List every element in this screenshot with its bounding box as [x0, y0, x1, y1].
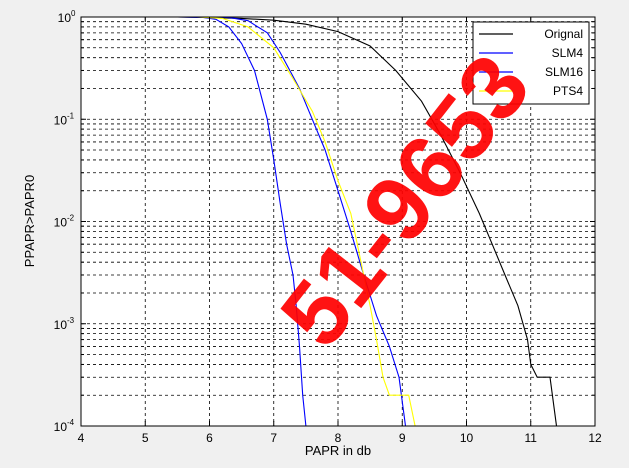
- x-tick-label: 9: [399, 431, 406, 445]
- x-tick-label: 12: [588, 431, 602, 445]
- x-tick-label: 4: [78, 431, 85, 445]
- y-axis-label: PPAPR>PAPR0: [22, 175, 37, 267]
- legend-label: SLM4: [552, 46, 584, 60]
- legend: Orignal SLM4 SLM16 PTS4: [472, 21, 590, 105]
- y-tick-label: 10: [54, 420, 68, 434]
- x-tick-label: 7: [270, 431, 277, 445]
- y-tick-exponent: -3: [67, 316, 75, 325]
- y-tick-label: 10: [54, 216, 68, 230]
- x-tick-label: 11: [525, 431, 538, 445]
- y-tick-label: 10: [54, 318, 68, 332]
- x-tick-label: 6: [206, 431, 213, 445]
- y-tick-label: 10: [54, 113, 68, 127]
- y-tick-exponent: 0: [71, 9, 76, 18]
- series-line-slm16: [126, 16, 407, 427]
- series-line-pts4: [126, 16, 416, 427]
- series-line-orignal: [126, 16, 558, 427]
- legend-label: PTS4: [553, 84, 583, 98]
- legend-label: SLM16: [545, 65, 583, 79]
- y-tick-exponent: -4: [67, 418, 75, 427]
- y-tick-exponent: -1: [67, 111, 75, 120]
- x-tick-label: 8: [335, 431, 342, 445]
- x-tick-label: 5: [142, 431, 149, 445]
- legend-label: Orignal: [544, 27, 583, 41]
- x-tick-label: 10: [460, 431, 474, 445]
- x-axis-label: PAPR in db: [305, 443, 371, 458]
- y-tick-label: 10: [58, 11, 72, 25]
- legend-box: [472, 21, 590, 105]
- y-tick-exponent: -2: [67, 214, 75, 223]
